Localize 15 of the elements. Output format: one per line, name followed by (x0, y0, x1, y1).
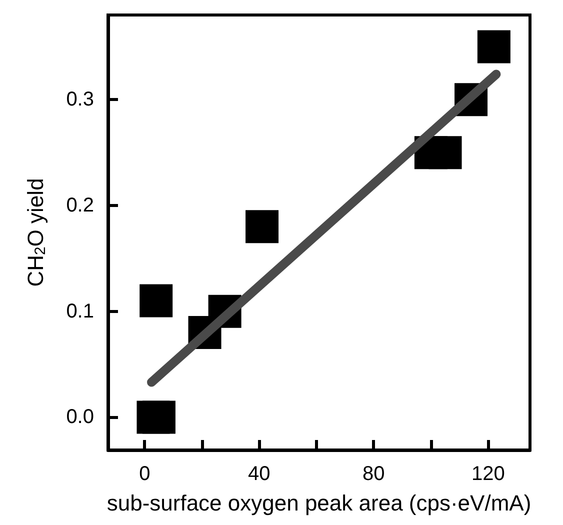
x-tick-label: 120 (472, 463, 505, 485)
point (428, 136, 462, 170)
point (142, 400, 176, 434)
point (246, 210, 279, 244)
y-tick-label: 0.0 (66, 406, 94, 428)
x-tick-label: 40 (248, 463, 270, 485)
x-tick-label: 0 (139, 463, 150, 485)
x-tick-label: 80 (362, 463, 385, 485)
y-axis-title: CH2O yield (23, 178, 49, 287)
y-tick-label: 0.1 (66, 300, 94, 322)
y-tick-label: 0.3 (66, 88, 94, 111)
point (477, 30, 510, 64)
x-axis-title: sub-surface oxygen peak area (cps·eV/mA) (106, 490, 532, 516)
y-tick-label: 0.2 (66, 194, 94, 217)
point (140, 284, 173, 318)
